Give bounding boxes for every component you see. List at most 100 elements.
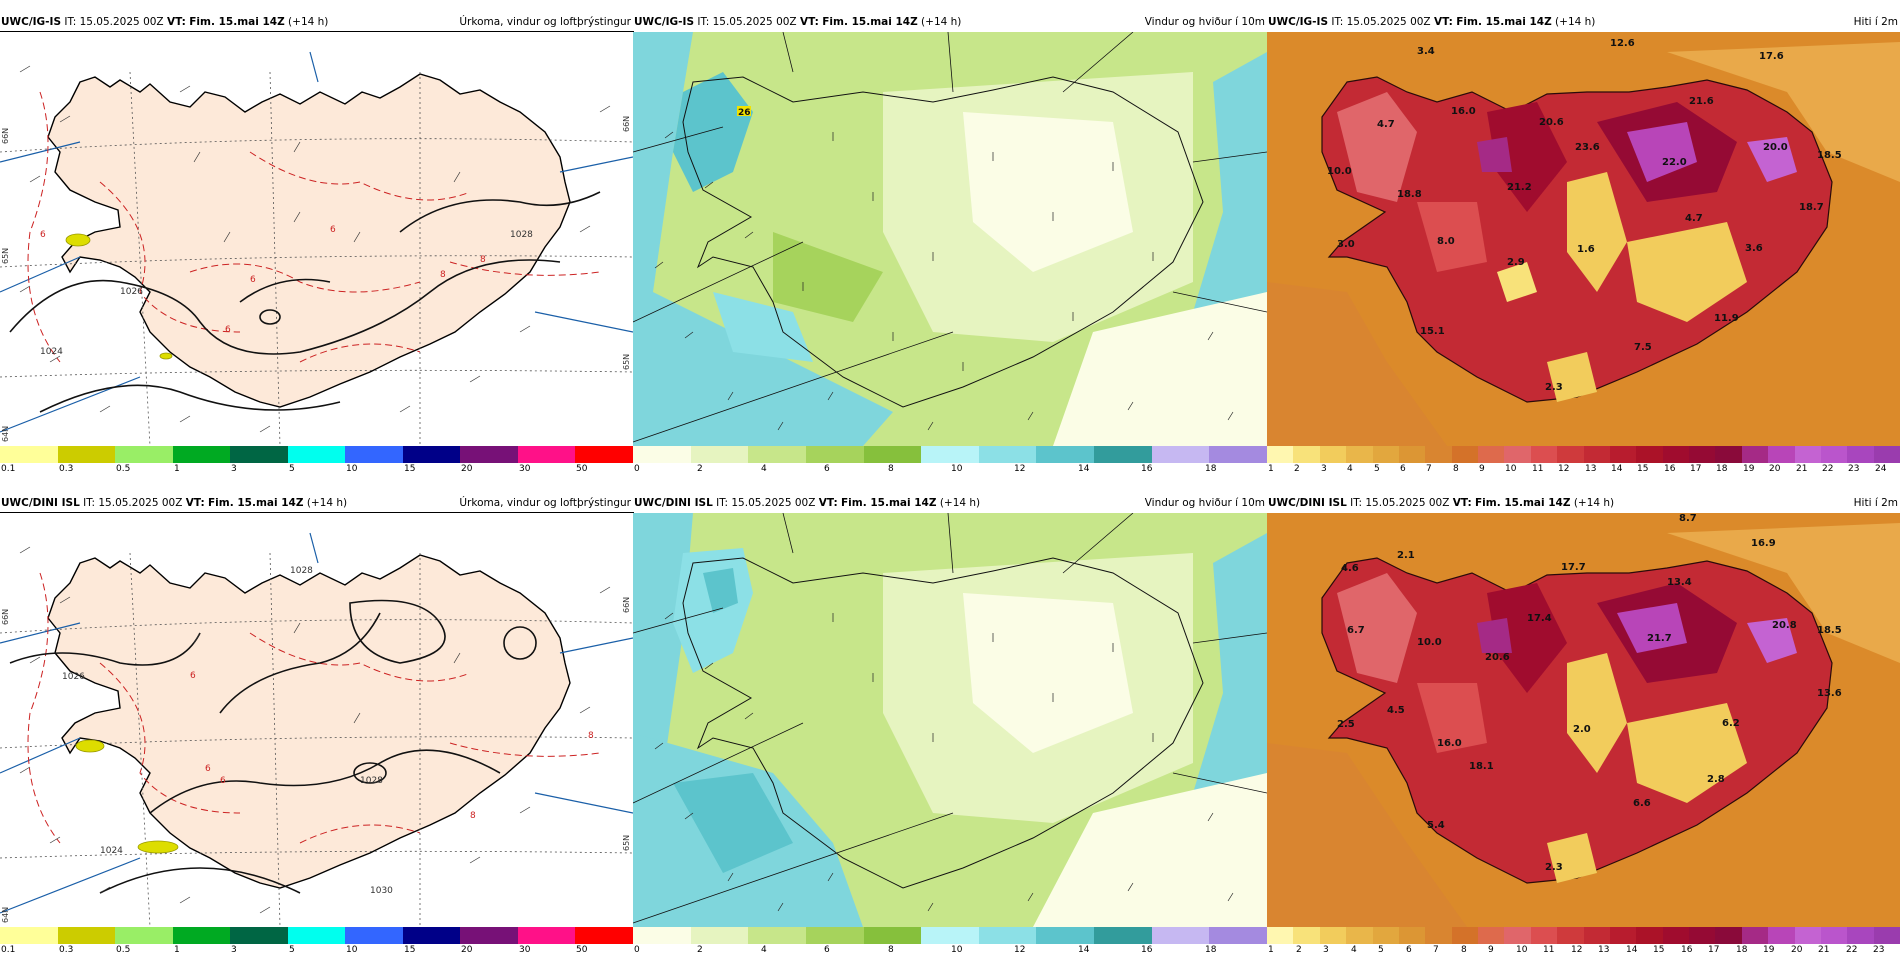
temp-value: 20.6	[1539, 117, 1564, 128]
temp-value: 2.1	[1397, 550, 1415, 561]
colorbar-swatch	[690, 927, 749, 944]
temp-value: 6.6	[1633, 798, 1651, 809]
precip-label: 6	[225, 325, 231, 335]
temp-value: 20.0	[1763, 142, 1788, 153]
colorbar-tick-label: 16	[1681, 945, 1693, 955]
colorbar-swatch	[1636, 927, 1663, 944]
temp-value: 18.1	[1469, 761, 1494, 772]
colorbar-swatch	[921, 446, 979, 463]
lat-label: 64N	[1, 907, 10, 923]
colorbar-tick-label: 1	[1268, 945, 1274, 955]
temp-value: 3.0	[1337, 239, 1355, 250]
precip-label: 8	[440, 270, 446, 280]
isobar-label: 1024	[100, 846, 123, 856]
colorbar-swatch	[1451, 446, 1478, 463]
colorbar-swatch	[1530, 927, 1558, 944]
wind-panel-row1: UWC/IG-IS IT: 15.05.2025 00Z VT: Fim. 15…	[633, 12, 1268, 474]
colorbar-tick-label: 30	[519, 464, 531, 474]
colorbar-tick-label: 19	[1743, 464, 1755, 474]
temp-value: 20.6	[1485, 652, 1510, 663]
lead-time: (+14 h)	[1555, 16, 1596, 28]
wind-arrows	[654, 612, 1234, 912]
temp-value: 6.2	[1722, 718, 1740, 729]
wind-map: 26	[633, 32, 1267, 446]
colorbar-tick-label: 15	[1637, 464, 1649, 474]
colorbar-swatch	[1425, 446, 1452, 463]
colorbar-swatch	[1873, 927, 1900, 944]
temp-value: 22.0	[1662, 157, 1687, 168]
iceland-land	[47, 554, 571, 889]
colorbar-swatch	[1319, 927, 1347, 944]
colorbar-swatch	[1530, 446, 1558, 463]
colorbar-tick-label: 15	[404, 464, 416, 474]
colorbar-swatch	[1036, 927, 1095, 944]
colorbar-tick-label: 50	[576, 464, 588, 474]
colorbar-swatch	[172, 446, 231, 463]
precip-colorbar-labels: 0.1 0.3 0.5 1 3 5 10 15 20 30 50	[0, 463, 633, 475]
colorbar-swatch	[1504, 446, 1531, 463]
colorbar-tick-label: 50	[576, 945, 588, 955]
colorbar-tick-label: 14	[1078, 464, 1090, 474]
colorbar-tick-label: 4	[761, 945, 767, 955]
colorbar-tick-label: 7	[1426, 464, 1432, 474]
colorbar-tick-label: 11	[1532, 464, 1544, 474]
colorbar-swatch	[1209, 927, 1268, 944]
precip-panel-row2: UWC/DINI ISL IT: 15.05.2025 00Z VT: Fim.…	[0, 493, 634, 955]
temp-value: 10.0	[1327, 166, 1352, 177]
colorbar-swatch	[1794, 446, 1821, 463]
temp-value: 23.6	[1575, 142, 1600, 153]
colorbar-swatch	[1319, 446, 1347, 463]
colorbar-tick-label: 10	[951, 945, 963, 955]
colorbar-swatch	[1346, 446, 1373, 463]
colorbar-swatch	[172, 927, 231, 944]
isobar-label: 1030	[370, 886, 393, 896]
wind-map-svg	[633, 513, 1267, 927]
lead-time: (+14 h)	[921, 16, 962, 28]
temp-value: 4.7	[1377, 119, 1395, 130]
colorbar-swatch	[1583, 927, 1610, 944]
temp-value: 4.5	[1387, 705, 1405, 716]
colorbar-tick-label: 3	[231, 945, 237, 955]
colorbar-swatch	[1794, 927, 1821, 944]
colorbar-tick-label: 13	[1585, 464, 1597, 474]
colorbar-tick-label: 8	[1453, 464, 1459, 474]
colorbar-swatch	[1847, 927, 1874, 944]
temp-values: 3.4 12.6 17.6 4.7 16.0 20.6 21.6 10.0 18…	[1327, 38, 1842, 393]
lat-label: 66N	[1, 609, 10, 625]
wind-gust-label: 26	[738, 108, 751, 118]
temp-colorbar-labels: 1 2 3 4 5 6 7 8 9 10 11 12 13 14 15 16 17 18 19 20 21 22 23	[1267, 944, 1900, 956]
init-time: 15.05.2025 00Z	[731, 497, 816, 509]
lead-time: (+14 h)	[306, 497, 348, 509]
colorbar-tick-label: 0.1	[1, 464, 16, 474]
colorbar-swatch	[690, 446, 749, 463]
temp-value: 16.0	[1437, 738, 1462, 749]
colorbar-tick-label: 0.5	[116, 945, 131, 955]
panel-header: UWC/IG-IS IT: 15.05.2025 00Z VT: Fim. 15…	[0, 12, 633, 32]
wind-colorbar-labels: 0 2 4 6 8 10 12 14 16 18	[633, 463, 1267, 475]
lat-label: 66N	[1, 128, 10, 144]
wind-colorbar	[633, 927, 1268, 944]
colorbar-tick-label: 21	[1796, 464, 1808, 474]
temp-value: 21.6	[1689, 96, 1714, 107]
colorbar-swatch	[1557, 446, 1584, 463]
wind-panel-row2: UWC/DINI ISL IT: 15.05.2025 00Z VT: Fim.…	[633, 493, 1268, 955]
panel-header: UWC/IG-IS IT: 15.05.2025 00Z VT: Fim. 15…	[633, 12, 1267, 32]
colorbar-swatch	[402, 446, 461, 463]
precip-panel-row1: UWC/IG-IS IT: 15.05.2025 00Z VT: Fim. 15…	[0, 12, 634, 474]
colorbar-swatch	[57, 927, 116, 944]
isobar-label: 1026	[120, 287, 143, 297]
colorbar-swatch	[1662, 446, 1689, 463]
temp-value: 2.3	[1545, 862, 1563, 873]
init-time: 15.05.2025 00Z	[79, 16, 164, 28]
lead-time: (+14 h)	[1573, 497, 1615, 509]
temp-colorbar-labels: 1 2 3 4 5 6 7 8 9 10 11 12 13 14 15 16 17 18 19 20 21 22 23 24	[1267, 463, 1900, 475]
lat-label: 64N	[1, 426, 10, 442]
model-name: UWC/DINI ISL	[634, 497, 713, 509]
colorbar-tick-label: 6	[824, 464, 830, 474]
colorbar-swatch	[1094, 927, 1152, 944]
lat-label: 66N	[622, 116, 631, 132]
colorbar-tick-label: 0.3	[59, 464, 74, 474]
colorbar-swatch	[1451, 927, 1478, 944]
temp-value: 7.5	[1634, 342, 1652, 353]
precip-label: 8	[470, 811, 476, 821]
